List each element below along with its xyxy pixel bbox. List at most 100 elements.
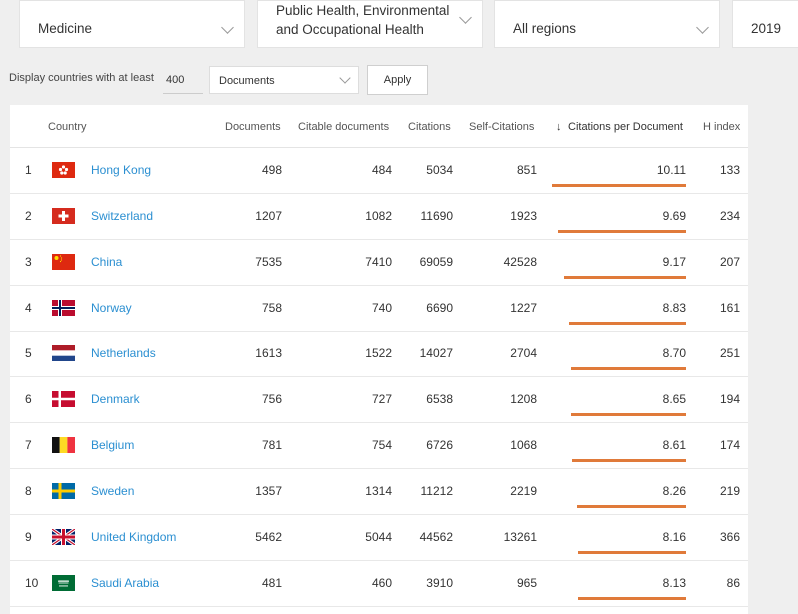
country-link[interactable]: United Kingdom: [91, 529, 177, 544]
united-kingdom-flag-icon: [52, 528, 75, 545]
region-dropdown[interactable]: All regions: [494, 0, 720, 48]
region-value: All regions: [513, 21, 577, 36]
threshold-label: Display countries with at least: [9, 72, 154, 84]
citations-value: 11690: [420, 208, 453, 223]
citable-documents-value: 460: [371, 575, 392, 590]
country-link[interactable]: Sweden: [91, 483, 135, 498]
col-citable-documents[interactable]: Citable documents: [298, 121, 390, 133]
self-citations-value: 965: [516, 575, 537, 590]
table-row: 2 Switzerland 1207 1082 11690 1923 9.69 234: [10, 194, 748, 240]
self-citations-value: 13261: [503, 529, 537, 544]
threshold-metric-value: Documents: [219, 75, 275, 87]
year-dropdown[interactable]: 2019: [732, 0, 798, 48]
sweden-flag-icon: [52, 482, 75, 499]
col-citations[interactable]: Citations: [408, 121, 451, 133]
country-link[interactable]: China: [91, 254, 123, 269]
denmark-flag-icon: [52, 391, 75, 408]
table-row: 5 Netherlands 1613 1522 14027 2704 8.70 251: [10, 331, 748, 378]
citations-value: 14027: [419, 346, 453, 361]
self-citations-value: 851: [516, 163, 537, 177]
citations-value: 11212: [420, 483, 453, 498]
table-row: 10 Saudi Arabia 481 460 3910 965 8.13 86: [10, 561, 748, 607]
switzerland-flag-icon: [52, 207, 75, 224]
h-index-value: 207: [719, 254, 740, 269]
country-link[interactable]: Switzerland: [91, 208, 154, 223]
citations-per-document-value: 10.11: [656, 163, 686, 177]
documents-value: 498: [261, 163, 282, 177]
row-rank: 6: [25, 392, 32, 407]
h-index-value: 219: [719, 483, 740, 498]
documents-value: 1613: [255, 346, 282, 361]
col-self-citations[interactable]: Self-Citations: [469, 121, 535, 133]
citations-per-document-value: 8.65: [662, 392, 686, 407]
citations-per-document-bar: [577, 550, 686, 554]
self-citations-value: 1923: [510, 208, 537, 223]
documents-value: 781: [261, 438, 282, 453]
subject-category-line1: Public Health, Environmental: [276, 3, 450, 18]
citable-documents-value: 727: [371, 392, 392, 407]
citations-value: 6690: [426, 300, 453, 315]
country-link[interactable]: Denmark: [91, 392, 140, 407]
documents-value: 5462: [255, 529, 282, 544]
row-rank: 9: [25, 529, 32, 544]
citations-per-document-bar: [576, 504, 686, 508]
h-index-value: 86: [726, 575, 740, 590]
h-index-value: 251: [719, 346, 740, 361]
citations-per-document-bar: [557, 229, 686, 233]
h-index-value: 194: [719, 392, 740, 407]
threshold-metric-select[interactable]: Documents: [209, 66, 359, 94]
country-link[interactable]: Saudi Arabia: [91, 575, 160, 590]
citations-value: 6538: [426, 392, 453, 407]
row-rank: 8: [25, 483, 32, 498]
subject-area-value: Medicine: [38, 21, 93, 36]
citations-per-document-value: 8.16: [662, 529, 686, 544]
row-rank: 4: [25, 300, 32, 315]
citations-per-document-bar: [578, 596, 686, 600]
col-h-index[interactable]: H index: [703, 121, 741, 133]
threshold-input[interactable]: [163, 66, 203, 94]
citations-value: 3910: [426, 575, 453, 590]
col-documents[interactable]: Documents: [225, 121, 281, 133]
table-header: Country Documents Citable documents Cita…: [10, 105, 748, 148]
documents-value: 756: [261, 392, 282, 407]
citations-per-document-bar: [570, 367, 686, 371]
table-row: 1 Hong Kong 498 484 5034 851 10.11 133: [10, 148, 748, 194]
h-index-value: 161: [719, 300, 740, 315]
citations-per-document-value: 8.26: [662, 483, 686, 498]
documents-value: 1357: [255, 483, 282, 498]
chevron-down-icon: [696, 21, 709, 34]
citations-per-document-value: 8.70: [662, 346, 686, 361]
row-rank: 10: [25, 575, 39, 590]
citable-documents-value: 5044: [365, 529, 392, 544]
citations-per-document-value: 9.69: [662, 208, 686, 223]
row-rank: 1: [25, 163, 32, 177]
col-citations-per-document[interactable]: Citations per Document: [568, 121, 683, 133]
h-index-value: 234: [719, 208, 740, 223]
saudi-arabia-flag-icon: [52, 574, 75, 591]
citations-per-document-value: 8.13: [662, 575, 686, 590]
h-index-value: 133: [719, 163, 740, 177]
country-link[interactable]: Norway: [91, 300, 132, 315]
citations-per-document-value: 8.61: [662, 438, 686, 453]
citations-per-document-bar: [571, 459, 686, 463]
threshold-bar: Display countries with at least Document…: [0, 64, 798, 96]
self-citations-value: 1068: [510, 438, 537, 453]
row-rank: 7: [25, 438, 32, 453]
chevron-down-icon: [221, 21, 234, 34]
table-row: 7 Belgium 781 754 6726 1068 8.61 174: [10, 423, 748, 470]
subject-area-dropdown[interactable]: Medicine: [19, 0, 245, 48]
country-link[interactable]: Netherlands: [91, 346, 156, 361]
documents-value: 758: [261, 300, 282, 315]
self-citations-value: 2219: [510, 483, 537, 498]
country-link[interactable]: Hong Kong: [91, 163, 152, 177]
country-link[interactable]: Belgium: [91, 438, 135, 453]
apply-button[interactable]: Apply: [367, 65, 428, 95]
documents-value: 481: [261, 575, 282, 590]
row-rank: 2: [25, 208, 32, 223]
citations-value: 5034: [426, 163, 453, 177]
citations-value: 6726: [426, 438, 453, 453]
chevron-down-icon: [339, 72, 351, 84]
subject-category-dropdown[interactable]: Public Health, Environmental and Occupat…: [257, 0, 483, 48]
citations-per-document-value: 8.83: [662, 300, 686, 315]
col-country[interactable]: Country: [48, 121, 87, 133]
